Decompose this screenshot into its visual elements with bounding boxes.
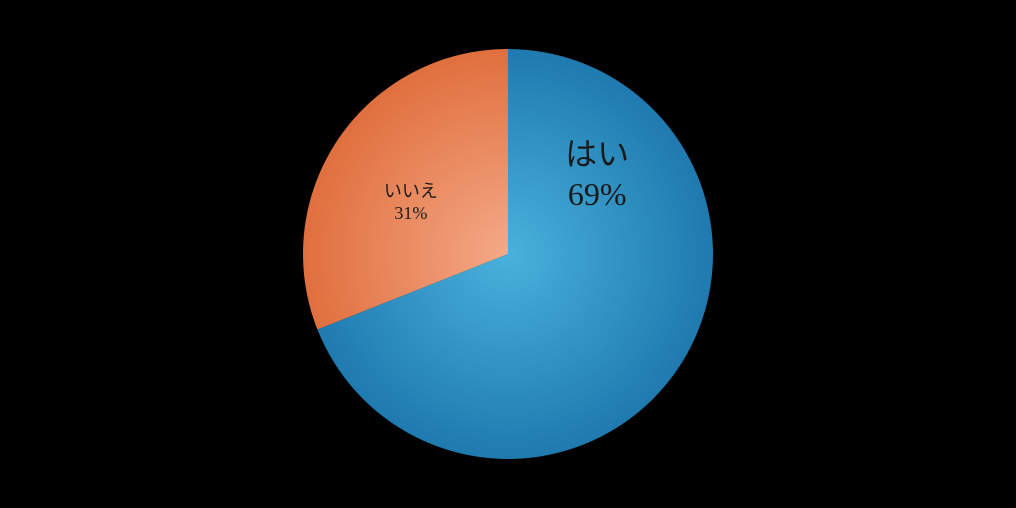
slice-label-text: いいえ — [384, 180, 438, 203]
slice-value-text: 69% — [565, 174, 629, 214]
slice-label: はい69% — [565, 134, 629, 214]
slice-value-text: 31% — [384, 202, 438, 225]
slice-label-text: はい — [565, 134, 629, 174]
pie-chart-svg — [0, 0, 1016, 508]
slice-label: いいえ31% — [384, 180, 438, 225]
pie-chart: はい69% いいえ31% — [0, 0, 1016, 508]
